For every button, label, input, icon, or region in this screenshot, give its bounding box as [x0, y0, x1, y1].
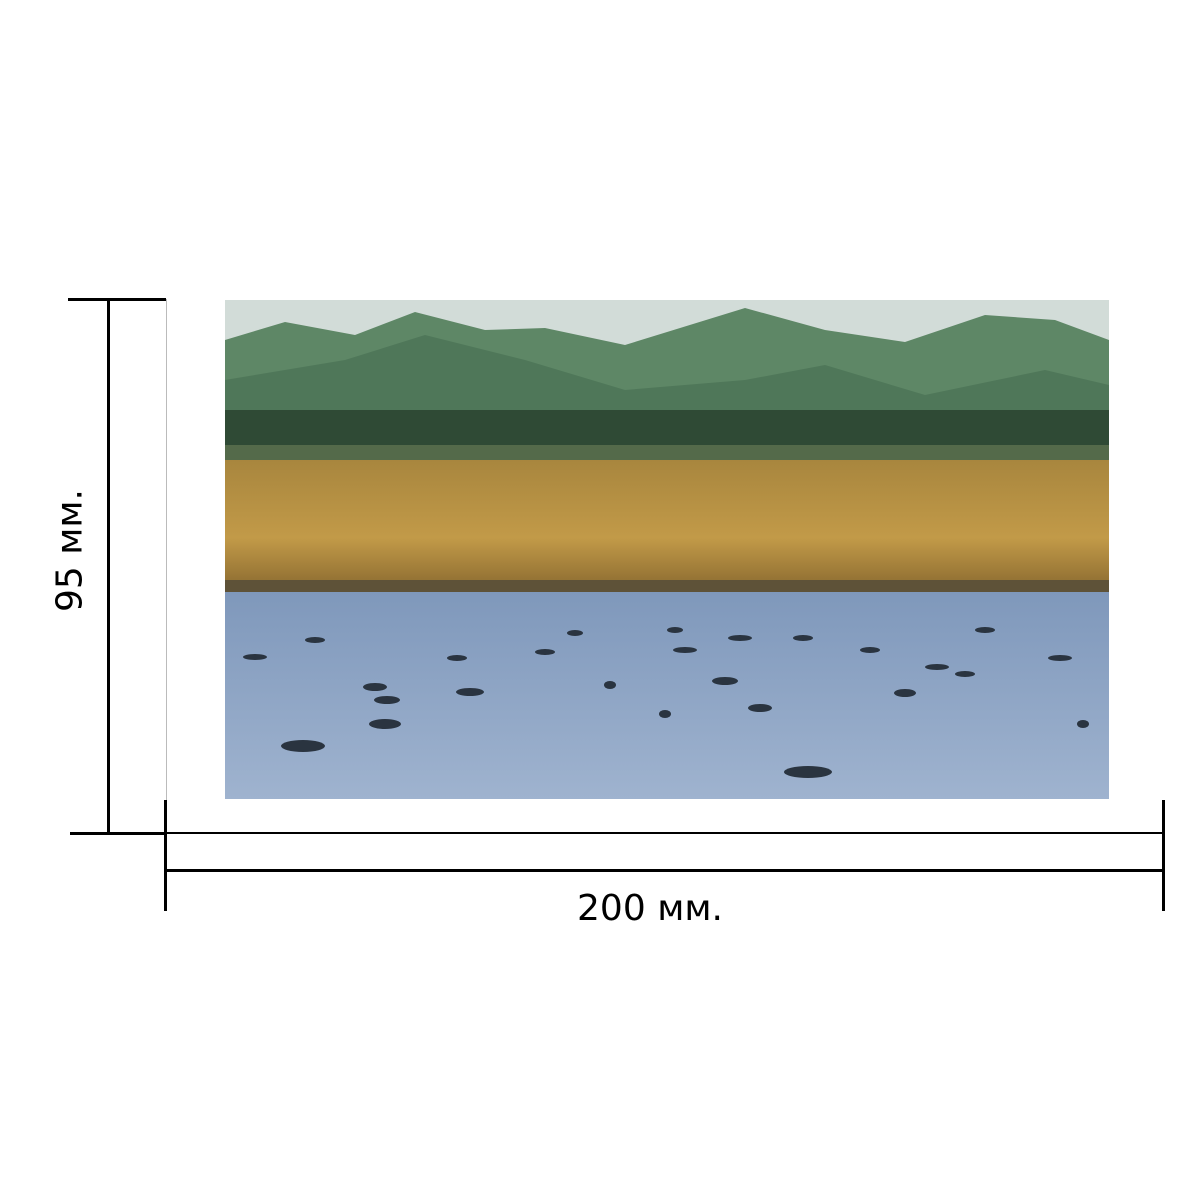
width-left-tick	[164, 800, 167, 911]
width-label: 200 мм.	[577, 888, 723, 929]
width-right-tick	[1162, 800, 1165, 911]
width-line	[166, 869, 1164, 872]
height-line	[107, 298, 110, 834]
height-bottom-tick	[70, 832, 166, 835]
height-top-tick	[68, 298, 166, 301]
photo-left-edge	[166, 299, 167, 819]
product-photo	[225, 300, 1109, 799]
ducks	[243, 627, 1089, 778]
width-top-line	[166, 832, 1164, 834]
height-label: 95 мм.	[49, 489, 91, 613]
ducks-on-lake-photo	[225, 300, 1109, 799]
